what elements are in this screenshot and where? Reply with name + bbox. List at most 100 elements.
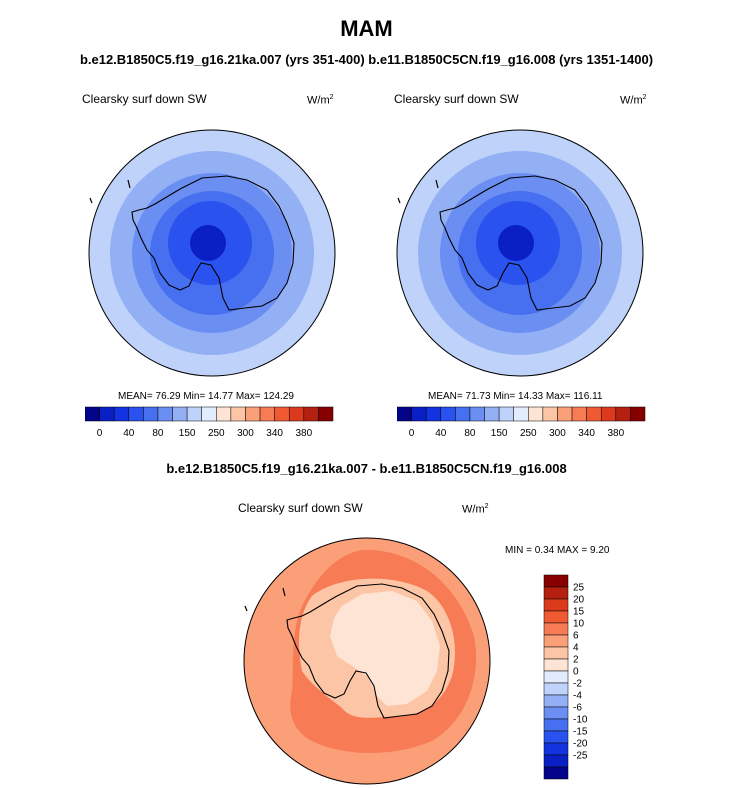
- right-colorbar-swatch: [557, 406, 573, 422]
- right-colorbar-tick-label: 40: [435, 428, 447, 439]
- left-colorbar-swatch: [201, 406, 217, 422]
- right-stats: MEAN= 71.73 Min= 14.33 Max= 116.11: [428, 391, 603, 402]
- right-colorbar-tick-label: 0: [409, 428, 415, 439]
- diff-colorbar-swatch: [543, 658, 569, 672]
- cases-subtitle: b.e12.B1850C5.f19_g16.21ka.007 (yrs 351-…: [79, 52, 654, 67]
- left-colorbar-swatch: [113, 406, 130, 422]
- diff-colorbar-tick-label: 25: [573, 583, 585, 594]
- right-colorbar-tick-label: 380: [607, 428, 624, 439]
- right-colorbar-tick-label: 250: [520, 428, 537, 439]
- diff-colorbar-swatch: [543, 634, 569, 648]
- diff-colorbar-swatch: [543, 706, 569, 720]
- left-colorbar-tick-label: 150: [179, 428, 196, 439]
- left-colorbar-swatch: [230, 406, 246, 422]
- right-colorbar-swatch: [425, 406, 442, 422]
- left-colorbar-tick-label: 80: [152, 428, 164, 439]
- right-colorbar-swatch: [440, 406, 456, 422]
- right-colorbar-tick-label: 340: [578, 428, 595, 439]
- diff-colorbar-swatch: [543, 718, 569, 732]
- diff-colorbar-tick-label: 4: [573, 643, 579, 654]
- right-colorbar-swatch: [630, 406, 646, 422]
- left-colorbar-swatch: [85, 406, 100, 422]
- diff-colorbar-tick-label: -2: [573, 679, 582, 690]
- right-antarctica-coastline: [439, 175, 603, 311]
- diff-colorbar-swatch: [543, 766, 569, 780]
- diff-colorbar-tick-label: 0: [573, 667, 579, 678]
- left-colorbar-ticks: 0 40 80 150 250 300 340 380: [97, 428, 313, 439]
- left-colorbar-swatch: [172, 406, 188, 422]
- diff-units-label: W/m2: [462, 503, 489, 516]
- left-island-mark: [89, 179, 131, 204]
- diff-colorbar-tick-label: 20: [573, 595, 585, 606]
- left-units-label: W/m2: [307, 94, 334, 107]
- diff-colorbar-tick-label: -15: [573, 727, 588, 738]
- right-colorbar-swatch: [498, 406, 514, 422]
- right-colorbar-swatch: [571, 406, 587, 422]
- left-colorbar: 0 40 80 150 250 300 340 380: [85, 406, 334, 439]
- diff-stats: MIN = 0.34 MAX = 9.20: [505, 545, 610, 556]
- diff-colorbar-swatch: [543, 754, 569, 768]
- diff-colorbar-swatch: [543, 742, 569, 756]
- diff-colorbar-tick-label: -4: [573, 691, 582, 702]
- left-colorbar-swatch: [128, 406, 144, 422]
- left-polar-map: [88, 129, 336, 377]
- diff-colorbar-swatch: [543, 610, 569, 624]
- diff-variable-label: Clearsky surf down SW: [238, 501, 363, 515]
- left-antarctica-coastline: [131, 175, 295, 311]
- left-ring-fills: [89, 130, 335, 376]
- right-colorbar-tick-label: 80: [464, 428, 476, 439]
- diff-colorbar-tick-label: 15: [573, 607, 585, 618]
- left-variable-label: Clearsky surf down SW: [82, 92, 207, 106]
- diff-island-mark: [244, 587, 286, 612]
- diff-colorbar-swatch: [543, 622, 569, 636]
- difference-polar-map: [243, 537, 491, 785]
- diff-colorbar-tick-label: -6: [573, 703, 582, 714]
- right-variable-label: Clearsky surf down SW: [394, 92, 519, 106]
- left-colorbar-swatch: [99, 406, 115, 422]
- right-colorbar-swatch: [469, 406, 485, 422]
- right-colorbar-swatch: [484, 406, 500, 422]
- left-colorbar-swatch: [245, 406, 261, 422]
- left-colorbar-tick-label: 250: [208, 428, 225, 439]
- diff-colorbar-swatch: [543, 694, 569, 708]
- diff-colorbar-swatch: [543, 586, 569, 600]
- right-colorbar-swatch: [411, 406, 427, 422]
- diff-antarctica-coastline: [286, 583, 450, 719]
- right-colorbar-swatch: [455, 406, 471, 422]
- left-colorbar-swatch: [288, 406, 305, 422]
- right-colorbar-swatch: [600, 406, 617, 422]
- right-colorbar-swatch: [397, 406, 412, 422]
- left-colorbar-swatch: [186, 406, 202, 422]
- left-colorbar-tick-label: 40: [123, 428, 135, 439]
- right-colorbar-swatch: [615, 406, 631, 422]
- diff-fill-center: [330, 591, 440, 706]
- right-units-label: W/m2: [620, 94, 647, 107]
- season-title: MAM: [340, 16, 393, 41]
- diff-colorbar-tick-label: -25: [573, 751, 588, 762]
- left-colorbar-swatch: [143, 406, 159, 422]
- right-colorbar-swatch: [586, 406, 602, 422]
- diff-colorbar-tick-label: 2: [573, 655, 579, 666]
- left-colorbar-swatch: [303, 406, 319, 422]
- left-colorbar-swatch: [216, 406, 232, 422]
- diff-colorbar-tick-label: 10: [573, 619, 585, 630]
- diff-colorbar-tick-label: -10: [573, 715, 588, 726]
- left-colorbar-swatch: [274, 406, 290, 422]
- right-colorbar-swatch: [542, 406, 558, 422]
- diff-colorbar-swatches: [543, 574, 569, 780]
- diff-colorbar-tick-label: 6: [573, 631, 579, 642]
- right-colorbar-swatch: [528, 406, 544, 422]
- left-stats: MEAN= 76.29 Min= 14.77 Max= 124.29: [118, 391, 294, 402]
- right-colorbar-swatches: [397, 406, 646, 422]
- left-colorbar-swatch: [259, 406, 275, 422]
- left-colorbar-tick-label: 300: [237, 428, 254, 439]
- left-colorbar-swatch: [318, 406, 334, 422]
- right-colorbar-swatch: [513, 406, 529, 422]
- diff-colorbar-swatch: [543, 670, 569, 684]
- left-colorbar-tick-label: 340: [266, 428, 283, 439]
- difference-title: b.e12.B1850C5.f19_g16.21ka.007 - b.e11.B…: [166, 461, 567, 476]
- right-island-mark: [397, 179, 439, 204]
- diff-colorbar-swatch: [543, 730, 569, 744]
- diff-colorbar-tick-label: -20: [573, 739, 588, 750]
- right-colorbar-tick-label: 300: [549, 428, 566, 439]
